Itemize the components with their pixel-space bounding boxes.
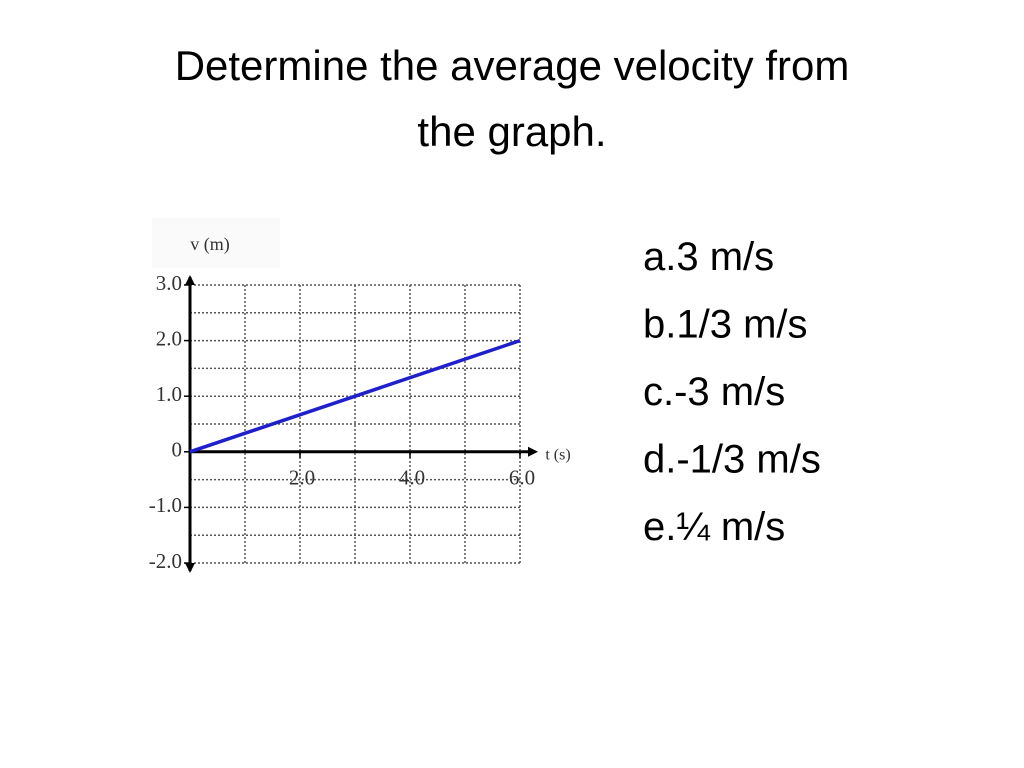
x-tick-label: 6.0	[509, 466, 535, 490]
arrow	[185, 275, 195, 285]
y-tick-label: -1.0	[149, 493, 182, 517]
option: e.¼ m/s	[643, 505, 785, 549]
label-box	[152, 218, 280, 268]
title-line: the graph.	[417, 108, 606, 155]
arrow	[185, 563, 195, 573]
y-tick-label: 0	[172, 438, 183, 462]
option: b.1/3 m/s	[643, 303, 808, 347]
x-tick-label: 4.0	[399, 466, 425, 490]
y-axis-label: v (m)	[190, 234, 230, 255]
x-axis-label: t (s)	[545, 447, 570, 464]
title-line: Determine the average velocity from	[175, 42, 850, 89]
option: c.-3 m/s	[643, 370, 785, 414]
option: a.3 m/s	[643, 235, 774, 279]
arrow	[528, 446, 538, 457]
y-tick-label: 1.0	[156, 382, 182, 406]
data-line	[189, 338, 521, 454]
options: a.3 m/s b.1/3 m/s c.-3 m/s d.-1/3 m/s e.¼ m/…	[643, 235, 821, 549]
y-tick-label: -2.0	[149, 549, 182, 573]
y-tick-label: 3.0	[156, 271, 182, 295]
x-tick-label: 2.0	[289, 466, 315, 490]
option: d.-1/3 m/s	[643, 438, 821, 482]
y-tick-label: 2.0	[156, 326, 182, 350]
